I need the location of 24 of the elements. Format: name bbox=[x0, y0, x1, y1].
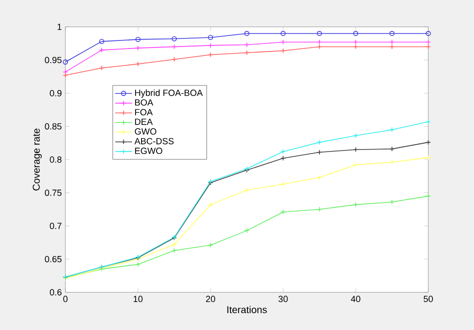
x-axis-title: Iterations bbox=[227, 306, 267, 314]
y-tick-label: 0.8 bbox=[50, 156, 62, 163]
y-tick-label: 0.7 bbox=[50, 222, 62, 230]
legend-label: DEA bbox=[135, 118, 153, 125]
x-tick-label: 30 bbox=[278, 296, 288, 302]
y-tick-label: 0.6 bbox=[50, 289, 62, 296]
x-tick-label: 40 bbox=[350, 296, 360, 302]
y-axis-title: Coverage rate bbox=[32, 128, 42, 190]
legend-label: GWO bbox=[134, 128, 156, 135]
y-tick-label: 0.85 bbox=[44, 123, 62, 130]
legend-label: EGWO bbox=[135, 148, 162, 154]
x-tick-label: 20 bbox=[206, 296, 216, 302]
y-tick-label: 0.95 bbox=[44, 56, 62, 64]
y-tick-label: 1 bbox=[58, 24, 62, 30]
legend-label: FOA bbox=[135, 108, 153, 116]
y-tick-label: 0.9 bbox=[50, 90, 62, 96]
x-tick-label: 10 bbox=[134, 296, 143, 302]
legend-label: BOA bbox=[135, 99, 154, 106]
x-tick-label: 50 bbox=[424, 296, 433, 302]
y-tick-label: 0.75 bbox=[44, 190, 62, 196]
x-tick-label: 0 bbox=[63, 296, 68, 302]
legend-label: ABC-DSS bbox=[134, 138, 174, 144]
legend-label: Hybrid FOA-BOA bbox=[135, 89, 203, 98]
y-tick-label: 0.65 bbox=[44, 256, 62, 262]
